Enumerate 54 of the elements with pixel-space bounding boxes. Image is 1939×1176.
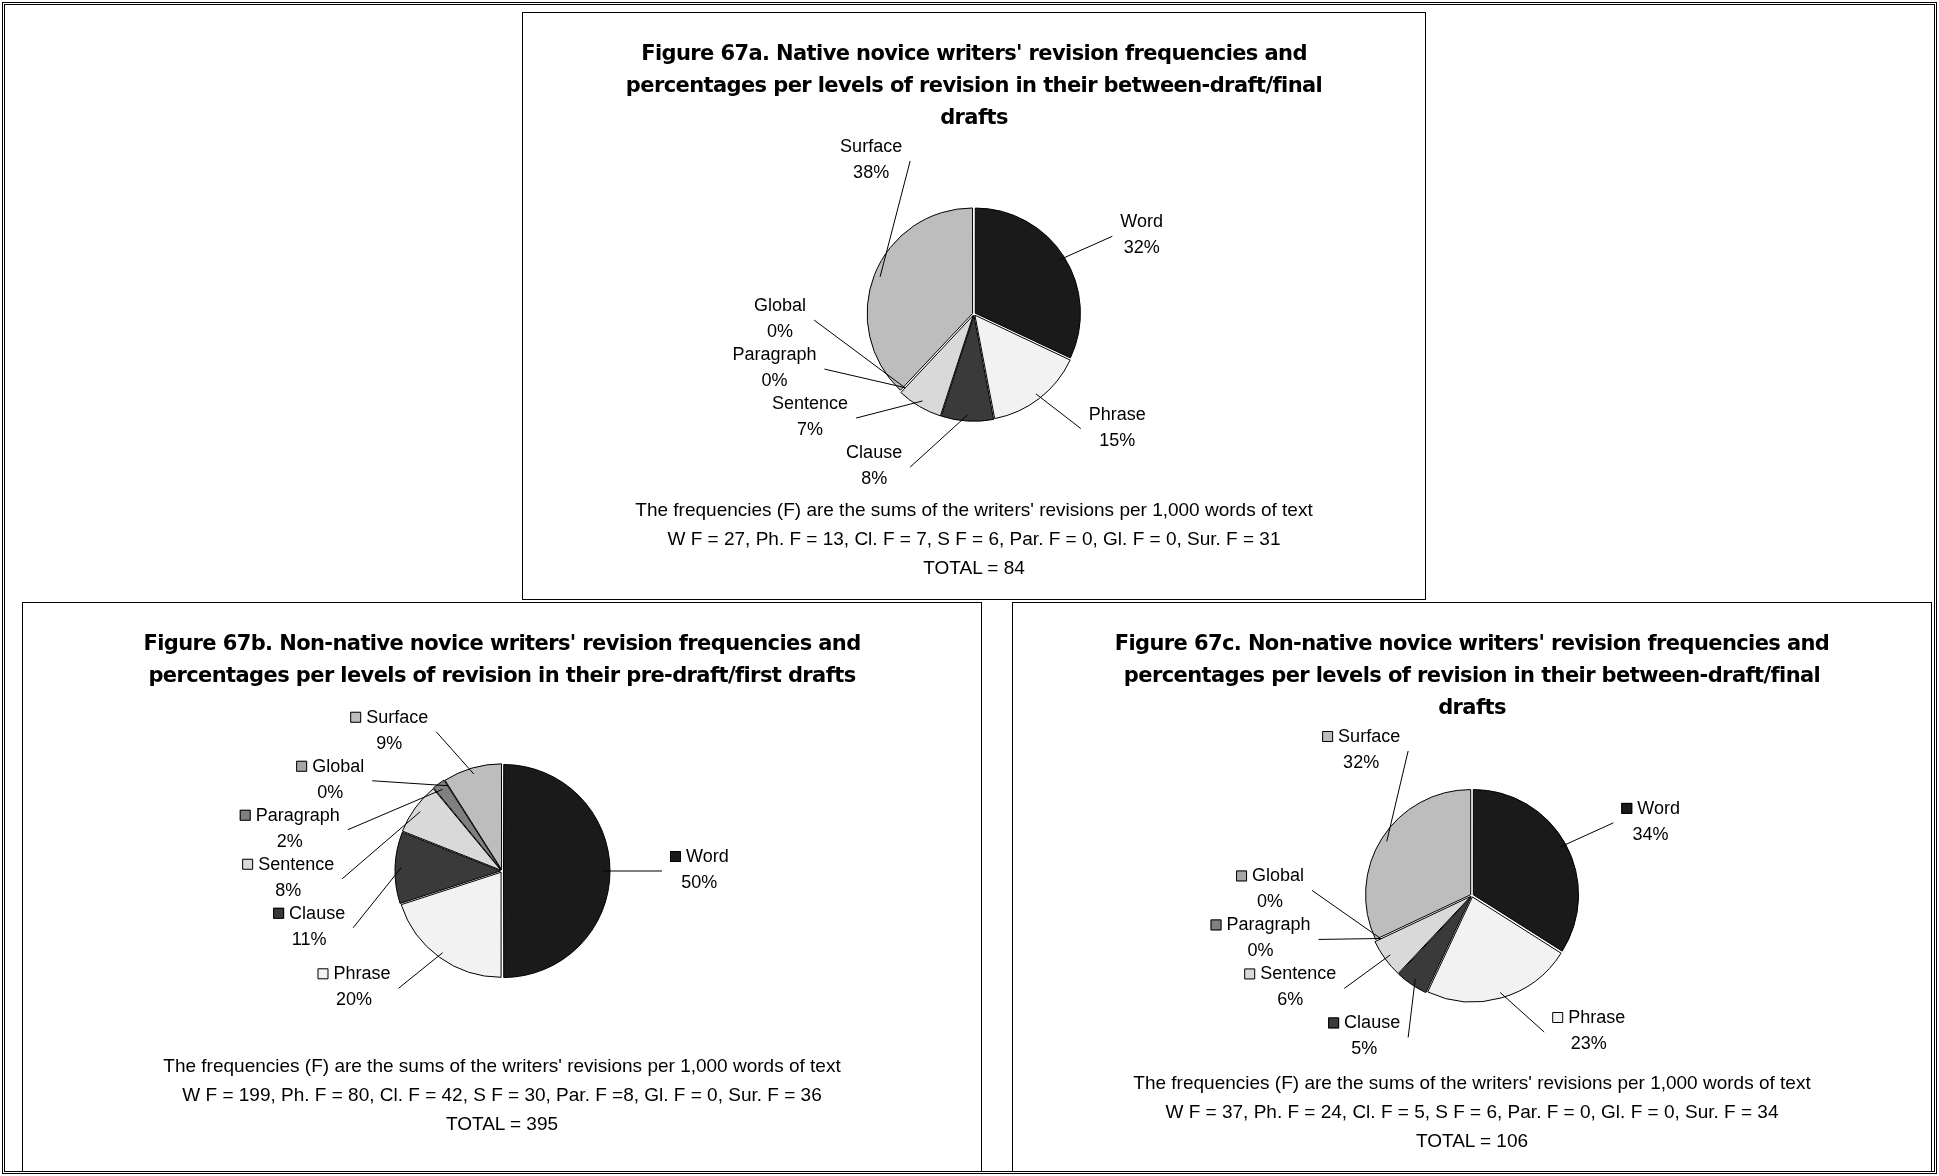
legend-label: Paragraph: [255, 804, 340, 825]
legend-label: Surface: [1338, 725, 1401, 746]
legend-label: Clause: [289, 902, 346, 923]
legend-label: Phrase: [1568, 1006, 1626, 1027]
legend-label: Sentence: [258, 853, 335, 874]
data-label: 23%: [1570, 1032, 1607, 1053]
slice-label: Clause: [846, 442, 903, 463]
chart-title: Figure 67a. Native novice writers' revision frequencies and percentages per levels of revision in their between-draft/final drafts: [624, 40, 1324, 131]
text: TOTAL = 84: [922, 556, 1026, 580]
data-label: 6%: [1277, 989, 1304, 1010]
legend-label: Phrase: [333, 963, 391, 984]
data-label: 32%: [1343, 751, 1380, 772]
text: W F = 37, Ph. F = 24, Cl. F = 5, S F = 6, Par. F = 0, Gl. F = 0, Sur. F = 34: [1164, 1100, 1780, 1124]
legend-label: Global: [312, 755, 365, 776]
text: W F = 199, Ph. F = 80, Cl. F = 42, S F = 30, Par. F =8, Gl. F = 0, Sur. F = 36: [181, 1083, 823, 1107]
data-label: 8%: [275, 879, 302, 900]
legend-label: Paragraph: [1226, 914, 1311, 935]
text: 0%: [761, 370, 788, 391]
legend-label: Surface: [366, 706, 429, 727]
data-label: 9%: [376, 732, 403, 753]
legend-label: Global: [1252, 865, 1305, 886]
data-label: 15%: [1099, 429, 1136, 450]
text: 0%: [1247, 940, 1274, 961]
legend-label: Sentence: [1260, 963, 1337, 984]
data-label: 11%: [291, 928, 327, 949]
text: 0%: [1257, 891, 1284, 912]
data-label: 20%: [335, 989, 373, 1010]
text: TOTAL = 106: [1414, 1129, 1530, 1153]
text: W F = 27, Ph. F = 13, Cl. F = 7, S F = 6, Par. F = 0, Gl. F = 0, Sur. F = 31: [666, 527, 1282, 551]
data-label: 38%: [853, 161, 890, 182]
text: 0%: [767, 321, 794, 342]
legend-label: Sentence: [771, 393, 848, 414]
slice-label: Surface: [840, 135, 903, 156]
data-label: 34%: [1632, 823, 1669, 844]
text: 0%: [317, 781, 344, 802]
chart-title: Figure 67b. Non-native novice writers' revision frequencies and percentages per levels of revision in their pre-draft/first drafts: [142, 630, 862, 689]
data-label: 7%: [796, 419, 823, 440]
category-label: Global: [754, 295, 807, 316]
data-label: 8%: [861, 468, 888, 489]
slice-label: Word: [1120, 211, 1163, 232]
data-label: 2%: [276, 830, 303, 851]
legend-label: Clause: [1344, 1012, 1401, 1033]
data-label: 5%: [1351, 1038, 1378, 1059]
text: The frequencies (F) are the sums of the writers' revisions per 1,000 words of text: [634, 498, 1314, 522]
slice-label: Phrase: [1088, 403, 1146, 424]
legend-label: Word: [1637, 797, 1680, 818]
text: TOTAL = 395: [444, 1112, 560, 1136]
data-label: 50%: [681, 871, 718, 892]
text: The frequencies (F) are the sums of the writers' revisions per 1,000 words of text: [1132, 1071, 1812, 1095]
chart-title: Figure 67c. Non-native novice writers' revision frequencies and percentages per levels of revision in their between-draft/final drafts: [1113, 630, 1831, 721]
data-label: 32%: [1123, 237, 1160, 258]
category-label: Paragraph: [732, 344, 817, 365]
legend-label: Word: [686, 845, 729, 866]
text: The frequencies (F) are the sums of the writers' revisions per 1,000 words of text: [162, 1054, 842, 1078]
